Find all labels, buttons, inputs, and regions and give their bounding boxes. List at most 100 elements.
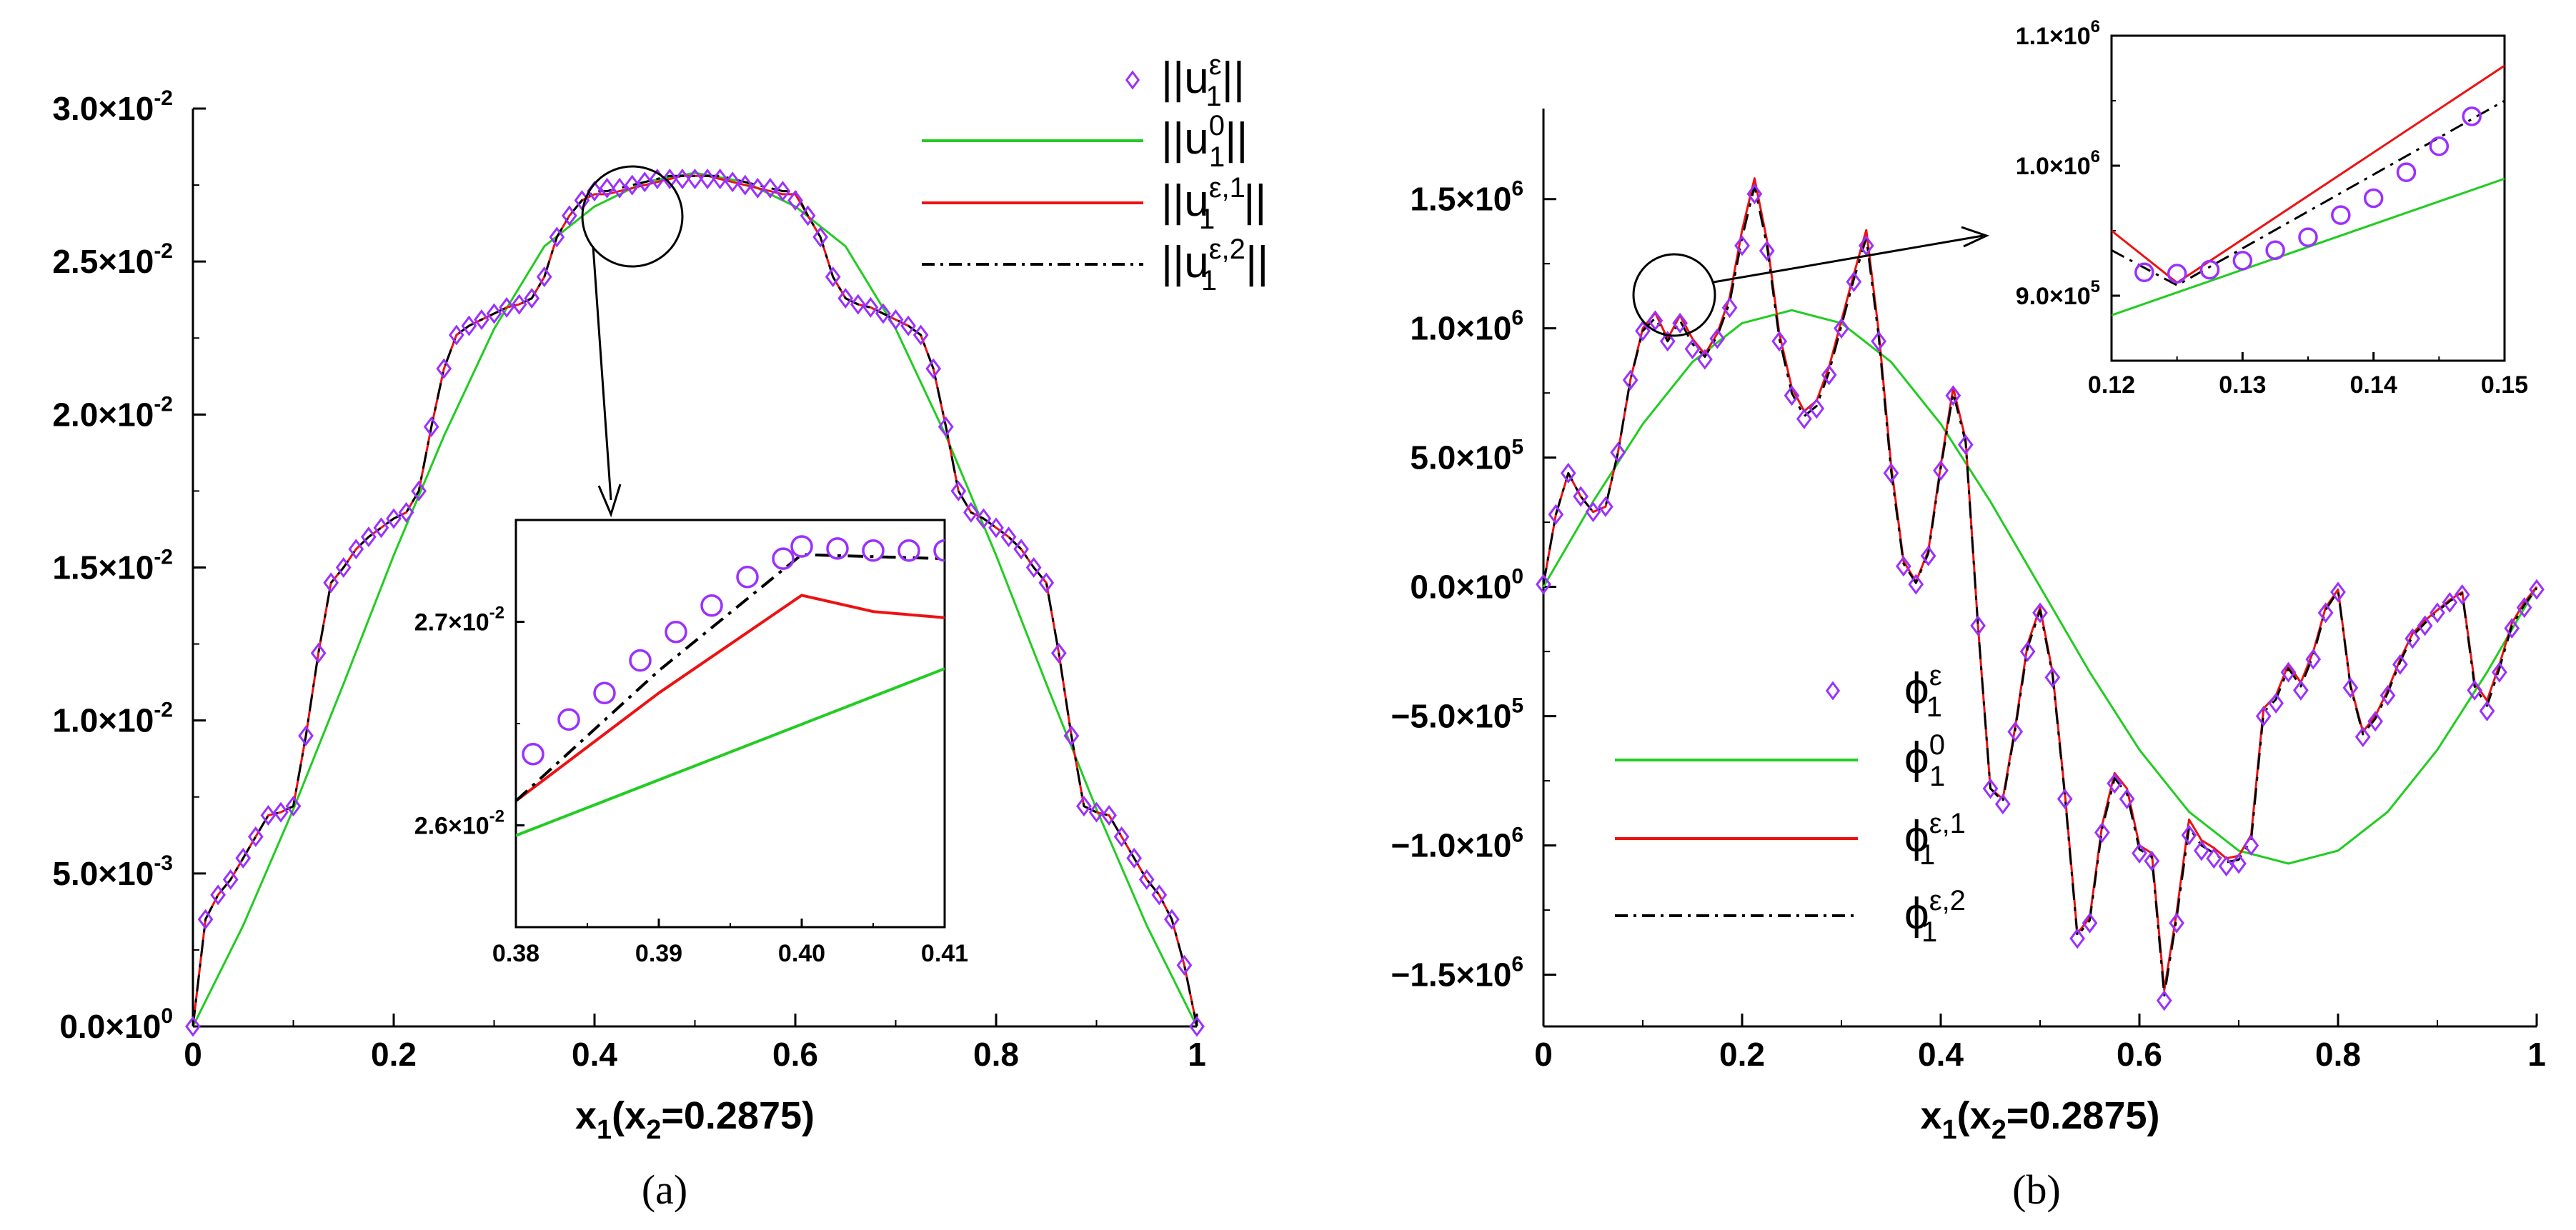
a-series-||u1^eps||-marker — [1189, 1016, 1205, 1037]
b-inset-series-phi1^eps — [2134, 106, 2482, 284]
a-legend-entry-symbol — [1125, 70, 1140, 90]
a-series-||u1^eps||-marker — [536, 266, 552, 288]
b-zoom-circle — [1632, 253, 1716, 337]
a-inset-series-||u1^eps||-marker — [700, 594, 723, 617]
a-legend-entry-label: ||uε 1|| — [1161, 49, 1245, 112]
a-inset-x-tick-label: 0.41 — [921, 940, 968, 967]
a-inset-series-||u1^eps||-marker — [772, 547, 795, 570]
a-series-||u1^eps||-marker — [323, 572, 339, 594]
a-series-||u1^eps||-marker — [222, 869, 239, 890]
b-series-phi1^eps-marker — [2442, 591, 2458, 613]
b-series-phi1^eps-marker — [2317, 602, 2334, 624]
b-x-tick-label: 0 — [1534, 1036, 1553, 1073]
a-series-||u1^eps||-marker — [837, 288, 854, 309]
a-series-||u1^eps||-marker — [887, 309, 904, 331]
a-inset-series-||u1^0||-line — [516, 667, 945, 837]
b-inset-x-tick-label: 0.12 — [2088, 371, 2135, 399]
a-series-||u1^eps||-marker — [637, 171, 653, 193]
b-legend-entry: ϕε 1 — [1825, 660, 1942, 723]
b-series-phi1^eps-marker — [1746, 183, 1763, 204]
a-series-||u1^eps||-marker — [373, 517, 389, 539]
b-inset: 0.12 0.13 0.14 0.15 9.0×105 1.0×106 1.1×106 — [2016, 17, 2528, 399]
b-series-phi1^eps-marker — [2169, 912, 2184, 934]
a-x-tick-label: 0.4 — [572, 1036, 617, 1073]
b-series-phi1^eps-marker — [2144, 850, 2160, 871]
b-series-phi1^eps-marker — [2280, 661, 2297, 683]
a-series-||u1^eps||-marker — [298, 725, 314, 746]
a-caption: (a) — [642, 1166, 687, 1213]
b-x-tick-label: 0.6 — [2117, 1036, 2162, 1073]
a-inset-series-||u1^eps,1||-line — [516, 594, 945, 802]
b-series-phi1^eps-marker — [1871, 331, 1886, 352]
a-legend: ||uε 1||||u0 1||||uε,1 1 ||||uε,2 1 || — [922, 49, 1268, 296]
a-inset-y-tick-label: 2.6×10-2 — [414, 807, 504, 840]
a-zoom-circle — [581, 165, 684, 268]
b-series-phi1^eps-marker — [1908, 574, 1924, 595]
b-inset-y-tick-label: 9.0×105 — [2016, 277, 2100, 310]
a-inset-series-||u1^eps||-marker — [826, 537, 849, 560]
b-series-phi1^eps-marker — [2132, 842, 2147, 864]
b-series-phi1^eps-marker — [1982, 778, 1999, 799]
b-series-phi1^eps-marker — [2342, 677, 2359, 699]
b-inset-series-phi1^eps-marker — [2265, 240, 2285, 261]
a-series-||u1^0|| — [192, 171, 1198, 1027]
a-inset-series-||u1^eps||-marker — [897, 539, 920, 562]
a-inset-x-tick-label: 0.40 — [778, 940, 825, 967]
a-series-||u1^eps||-marker — [762, 177, 778, 199]
a-series-||u1^eps||-marker — [335, 557, 352, 578]
a-y-tick-label: 2.0×10-2 — [52, 392, 173, 433]
a-series-||u1^eps||-marker — [599, 177, 615, 199]
a-series-||u1^eps||-marker — [423, 416, 439, 437]
b-caption: (b) — [2012, 1166, 2061, 1213]
a-series-||u1^eps||-marker — [210, 884, 226, 906]
b-inset-series-phi1^eps-marker — [2363, 188, 2384, 209]
b-series-phi1^eps-marker — [1771, 331, 1787, 352]
b-inset-series-phi1^eps-marker — [2298, 227, 2318, 247]
b-series-phi1^eps-marker — [1697, 349, 1713, 370]
b-x-axis-label: x1(x2=0.2875) — [1920, 1094, 2159, 1145]
a-series-||u1^eps||-marker — [1176, 954, 1193, 976]
b-inset-series-phi1^eps-marker — [2167, 264, 2187, 284]
a-series-||u1^eps||-marker — [988, 517, 1004, 539]
b-series-phi1^eps-marker — [2305, 649, 2322, 670]
b-series-phi1^eps-marker — [2069, 928, 2085, 949]
a-inset-series-||u1^eps||-marker — [862, 539, 885, 562]
a-series-||u1^eps||-marker — [524, 288, 540, 309]
a-legend-entry-label: ||uε,1 1 || — [1161, 172, 1266, 235]
b-series-phi1^eps-marker — [2392, 654, 2408, 675]
a-inset-series-||u1^eps||-marker — [629, 649, 652, 672]
b-series-phi1^eps — [1536, 183, 2545, 1011]
b-series-phi1^eps-marker — [2206, 848, 2222, 869]
a-series-||u1^eps||-marker — [712, 169, 728, 190]
a-series-||u1^eps||-marker — [486, 303, 502, 324]
b-series-phi1^eps-marker — [2467, 679, 2482, 701]
b-series-phi1^eps-marker — [1560, 462, 1576, 484]
b-series-phi1^eps,1 — [1542, 177, 2538, 991]
a-series-||u1^eps||-marker — [386, 508, 402, 529]
a-inset-series-||u1^eps||-marker — [593, 681, 616, 704]
b-series-phi1^eps-marker — [1883, 462, 1899, 484]
a-series-||u1^eps||-marker — [925, 358, 942, 379]
a-series-||u1^eps||-marker — [662, 169, 678, 190]
a-series-||u1^eps||-marker — [1113, 826, 1130, 847]
a-series-||u1^eps||-marker — [361, 526, 377, 548]
b-series-phi1^eps-marker — [1536, 574, 1551, 595]
a-series-||u1^eps||-marker — [862, 296, 879, 318]
b-y-tick-label: 1.0×106 — [1410, 306, 1523, 347]
b-inset-series-phi1^eps-marker — [2199, 259, 2220, 280]
a-series-||u1^eps||-marker — [1063, 725, 1080, 746]
b-series-phi1^eps,1-line — [1542, 177, 2538, 991]
b-series-phi1^eps-marker — [1647, 310, 1664, 331]
b-series-phi1^eps-marker — [2255, 706, 2272, 727]
b-inset-series-phi1^eps-marker — [2134, 262, 2154, 282]
b-y-tick-label: 5.0×105 — [1410, 436, 1523, 476]
a-series-||u1^eps||-marker — [900, 315, 916, 336]
a-series-||u1^eps||-marker — [1101, 804, 1117, 826]
a-series-||u1^eps||-marker — [260, 804, 277, 826]
b-series-phi1^eps-marker — [2181, 824, 2197, 846]
b-series-phi1^eps-marker — [2417, 615, 2433, 636]
b-series-phi1^eps-marker — [2094, 822, 2110, 844]
a-y-tick-label: 1.0×10-2 — [52, 699, 173, 739]
a-series-||u1^eps||-marker — [1126, 847, 1143, 869]
b-series-phi1^eps-marker — [1659, 331, 1676, 352]
